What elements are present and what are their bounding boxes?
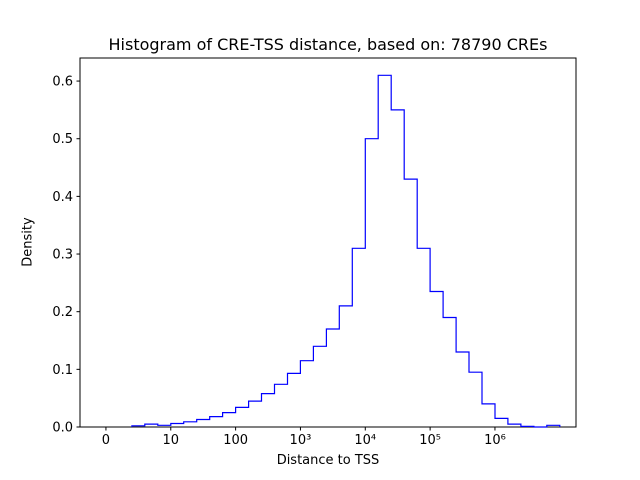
y-tick-label: 0.5 — [52, 132, 73, 147]
x-axis-label: Distance to TSS — [276, 453, 380, 468]
x-tick-label: 10⁴ — [354, 433, 376, 448]
x-tick-label: 10⁵ — [419, 433, 441, 448]
histogram-step-line — [131, 74, 561, 428]
x-tick-label: 0 — [102, 433, 110, 448]
x-tick-label: 10 — [162, 433, 179, 448]
y-tick-label: 0.2 — [52, 305, 73, 320]
x-tick-label: 100 — [223, 433, 248, 448]
y-tick-label: 0.3 — [52, 248, 73, 263]
x-tick-label: 10⁶ — [484, 433, 506, 448]
y-tick-label: 0.0 — [52, 421, 73, 436]
chart-title: Histogram of CRE-TSS distance, based on:… — [108, 35, 548, 54]
x-tick-label: 10³ — [290, 433, 312, 448]
y-tick-label: 0.1 — [52, 363, 73, 378]
y-tick-label: 0.6 — [52, 75, 73, 90]
y-tick-label: 0.4 — [52, 190, 73, 205]
axes-frame — [79, 57, 577, 428]
